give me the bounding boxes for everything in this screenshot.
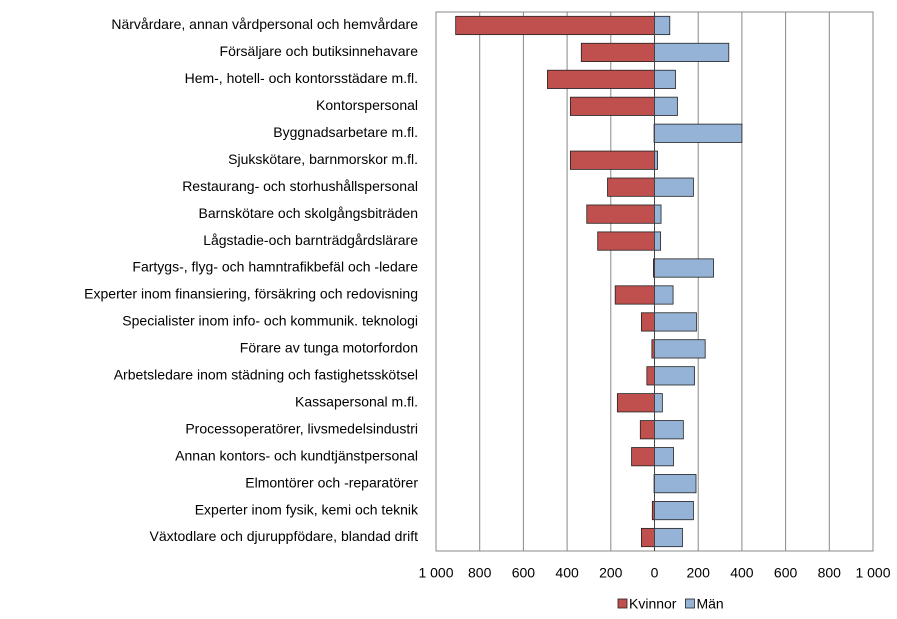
bar [655,448,674,466]
bar [655,474,697,492]
x-tick-label: 800 [818,565,842,581]
bar [655,259,714,277]
x-tick-label: 200 [687,565,711,581]
bar [655,232,661,250]
x-tick-label: 200 [599,565,623,581]
category-label: Annan kontors- och kundtjänstpersonal [175,447,418,463]
bar [617,394,654,412]
category-label: Experter inom fysik, kemi och teknik [195,501,419,517]
bar [615,286,654,304]
x-tick-label: 400 [730,565,754,581]
category-label: Förare av tunga motorfordon [240,340,418,356]
bar [655,340,706,358]
bar [647,367,655,385]
category-label: Kassapersonal m.fl. [295,393,418,409]
x-tick-label: 600 [512,565,536,581]
category-label: Försäljare och butiksinnehavare [220,43,419,59]
bar [655,178,694,196]
x-tick-label: 400 [555,565,579,581]
bar [655,205,662,223]
category-label: Experter inom finansiering, försäkring o… [84,286,418,302]
x-tick-label: 0 [651,565,659,581]
legend-swatch [618,599,627,608]
x-tick-label: 1 000 [418,565,453,581]
category-label: Växtodlare och djuruppfödare, blandad dr… [149,528,418,544]
bar [655,528,683,546]
bar [641,313,654,331]
bar [570,151,654,169]
category-label: Restaurang- och storhushållspersonal [182,178,418,194]
bar [608,178,655,196]
bar [640,421,654,439]
bar [598,232,655,250]
bar [655,501,694,519]
bar [655,286,674,304]
bar [655,70,676,88]
legend-swatch [685,599,694,608]
legend-label: Män [696,596,723,612]
category-label: Hem-, hotell- och kontorsstädare m.fl. [185,70,418,86]
bar [655,16,670,34]
category-label: Byggnadsarbetare m.fl. [273,124,418,140]
category-label: Processoperatörer, livsmedelsindustri [185,420,418,436]
category-label: Lågstadie-och barnträdgårdslärare [203,232,418,248]
bar [570,97,654,115]
bar [547,70,654,88]
bar [641,528,654,546]
bar [581,43,654,61]
category-label: Elmontörer och -reparatörer [245,474,418,490]
category-label: Specialister inom info- och kommunik. te… [122,313,418,329]
category-label: Kontorspersonal [316,97,418,113]
category-label: Närvårdare, annan vårdpersonal och hemvå… [111,16,418,32]
category-label: Arbetsledare inom städning och fastighet… [114,367,418,383]
bar [456,16,655,34]
bar [655,367,695,385]
bar [655,394,663,412]
x-tick-label: 600 [774,565,798,581]
x-tick-label: 1 000 [855,565,890,581]
x-tick-label: 800 [468,565,492,581]
bar [587,205,655,223]
bar [655,43,729,61]
category-label: Fartygs-, flyg- och hamntrafikbefäl och … [132,259,418,275]
bar [655,124,742,142]
bar [655,421,684,439]
legend-label: Kvinnor [629,596,677,612]
bar [632,448,655,466]
bar [655,313,697,331]
bar [655,97,678,115]
category-label: Barnskötare och skolgångsbiträden [199,205,418,221]
category-label: Sjukskötare, barnmorskor m.fl. [228,151,418,167]
